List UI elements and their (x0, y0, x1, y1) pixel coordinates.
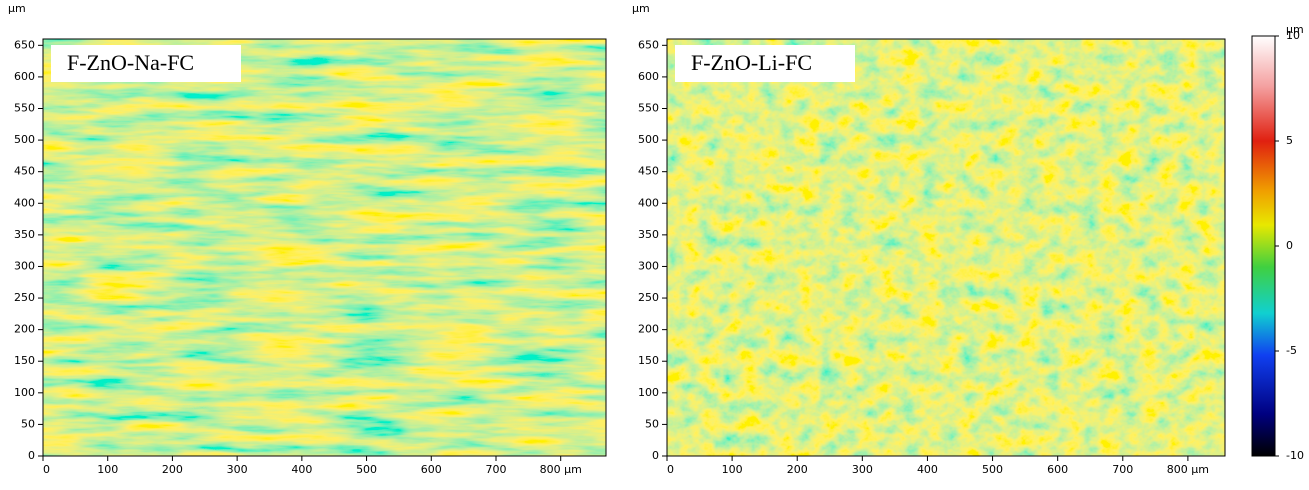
y-tick-label: 150 (638, 354, 659, 367)
x-tick-label: 700 (485, 463, 506, 476)
x-tick-label: 800 µm (540, 463, 582, 476)
plot-frame (666, 38, 1226, 457)
y-tick-label: 550 (14, 102, 35, 115)
annotation-box (675, 45, 855, 82)
y-tick-label: 200 (14, 323, 35, 336)
y-tick-label: 250 (638, 291, 659, 304)
annotation-box (51, 45, 241, 82)
y-tick-label: 50 (21, 417, 35, 430)
y-tick-label: 600 (638, 70, 659, 83)
x-tick-label: 400 (291, 463, 312, 476)
y-tick-label: 350 (14, 228, 35, 241)
y-tick-label: 50 (645, 417, 659, 430)
x-tick-label: 300 (852, 463, 873, 476)
x-tick-label: 0 (667, 463, 674, 476)
x-tick-label: 0 (43, 463, 50, 476)
y-tick-label: 650 (14, 38, 35, 51)
x-tick-label: 700 (1112, 463, 1133, 476)
x-tick-label: 800 µm (1167, 463, 1209, 476)
colorbar (1251, 35, 1276, 457)
y-tick-label: 250 (14, 291, 35, 304)
x-tick-label: 100 (97, 463, 118, 476)
x-tick-label: 600 (1047, 463, 1068, 476)
height-map (667, 39, 1225, 456)
y-tick-label: 300 (638, 259, 659, 272)
y-tick-label: 0 (28, 449, 35, 462)
y-tick-label: 0 (652, 449, 659, 462)
x-tick-label: 200 (162, 463, 183, 476)
y-tick-label: 150 (14, 354, 35, 367)
y-tick-label: 550 (638, 102, 659, 115)
x-tick-label: 500 (982, 463, 1003, 476)
y-tick-label: 450 (14, 165, 35, 178)
x-tick-label: 300 (227, 463, 248, 476)
x-tick-label: 200 (787, 463, 808, 476)
x-tick-label: 600 (421, 463, 442, 476)
y-tick-label: 100 (638, 386, 659, 399)
colorbar-tick-label: 10 (1286, 29, 1300, 42)
y-tick-label: 300 (14, 259, 35, 272)
colorbar-unit: µm (1286, 23, 1304, 36)
colorbar-tick-label: -10 (1286, 449, 1304, 462)
y-tick-label: 400 (638, 196, 659, 209)
colorbar-tick-label: 5 (1286, 134, 1293, 147)
y-tick-label: 500 (638, 133, 659, 146)
x-tick-label: 100 (722, 463, 743, 476)
colorbar-tick-label: -5 (1286, 344, 1297, 357)
colorbar-tick-label: 0 (1286, 239, 1293, 252)
plot-frame (42, 38, 607, 457)
y-tick-label: 100 (14, 386, 35, 399)
annotation: F-ZnO-Li-FC (691, 50, 812, 75)
y-tick-label: 600 (14, 70, 35, 83)
y-tick-label: 500 (14, 133, 35, 146)
x-tick-label: 400 (917, 463, 938, 476)
annotation: F-ZnO-Na-FC (67, 50, 194, 75)
y-tick-label: 400 (14, 196, 35, 209)
y-tick-label: 450 (638, 165, 659, 178)
y-tick-label: 200 (638, 323, 659, 336)
y-tick-label: 350 (638, 228, 659, 241)
y-unit: µm (632, 2, 650, 15)
x-tick-label: 500 (356, 463, 377, 476)
height-map (43, 39, 606, 456)
y-tick-label: 650 (638, 38, 659, 51)
y-unit: µm (8, 2, 26, 15)
